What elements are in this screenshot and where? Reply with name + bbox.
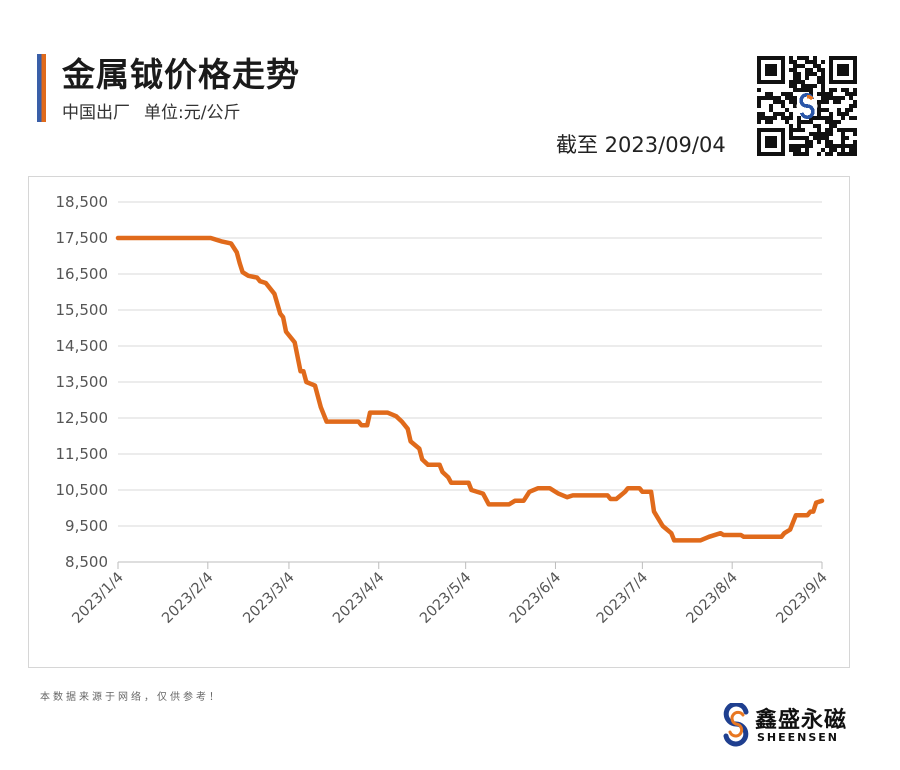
x-tick-label: 2023/8/4 [684,570,741,627]
y-tick-label: 15,500 [56,301,109,319]
as-of-date: 截至 2023/09/04 [556,133,726,157]
unit-label: 单位:元/公斤 [144,103,241,123]
qr-code-icon [757,56,857,156]
x-tick-label: 2023/3/4 [240,570,297,627]
x-tick-label: 2023/1/4 [69,570,126,627]
chart-panel: 18,500 17,500 16,500 15,500 14,500 13,500 12,5… [28,176,850,668]
x-tick-label: 2023/9/4 [773,570,830,627]
source-disclaimer: 本数据来源于网络，仅供参考！ [40,692,222,703]
y-tick-label: 11,500 [56,445,109,463]
title-accent-bar [37,54,46,122]
y-tick-label: 8,500 [65,553,108,571]
chart-subtitle: 中国出厂 单位:元/公斤 [62,98,240,123]
y-tick-label: 12,500 [56,409,109,427]
line-chart: 18,500 17,500 16,500 15,500 14,500 13,500 12,5… [56,193,831,627]
x-tick-label: 2023/6/4 [507,570,564,627]
y-tick-label: 14,500 [56,337,109,355]
x-tick-label: 2023/4/4 [330,570,387,627]
y-tick-label: 13,500 [56,373,109,391]
y-tick-label: 9,500 [65,517,108,535]
x-tick-label: 2023/7/4 [594,570,651,627]
y-tick-label: 16,500 [56,265,109,283]
chart-title: 金属钺价格走势 [62,55,300,94]
y-tick-label: 18,500 [56,193,109,211]
x-tick-label: 2023/5/4 [417,570,474,627]
origin-label: 中国出厂 [62,103,130,123]
x-tick-label: 2023/2/4 [159,570,216,627]
y-tick-label: 17,500 [56,229,109,247]
brand-name-en: SHEENSEN [757,731,840,744]
price-line [115,235,825,543]
y-tick-label: 10,500 [56,481,109,499]
brand-s-icon [723,703,749,747]
brand-name-cn: 鑫盛永磁 [755,708,848,733]
brand-logo: 鑫盛永磁 SHEENSEN [722,702,862,748]
